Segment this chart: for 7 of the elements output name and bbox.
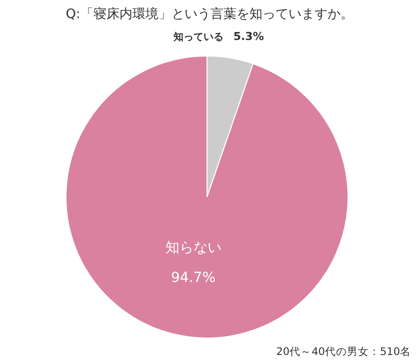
chart-title: Q:「寝床内環境」という言葉を知っていますか。 bbox=[66, 6, 354, 22]
pie-slice bbox=[66, 56, 348, 338]
slice-label: 知らない bbox=[165, 240, 222, 256]
text: 20代～40代の男女：510名 bbox=[276, 346, 411, 358]
data-label: 94.7% bbox=[171, 270, 216, 286]
slice-label: 知っている bbox=[172, 31, 224, 44]
data-label: 5.3% bbox=[233, 30, 264, 44]
